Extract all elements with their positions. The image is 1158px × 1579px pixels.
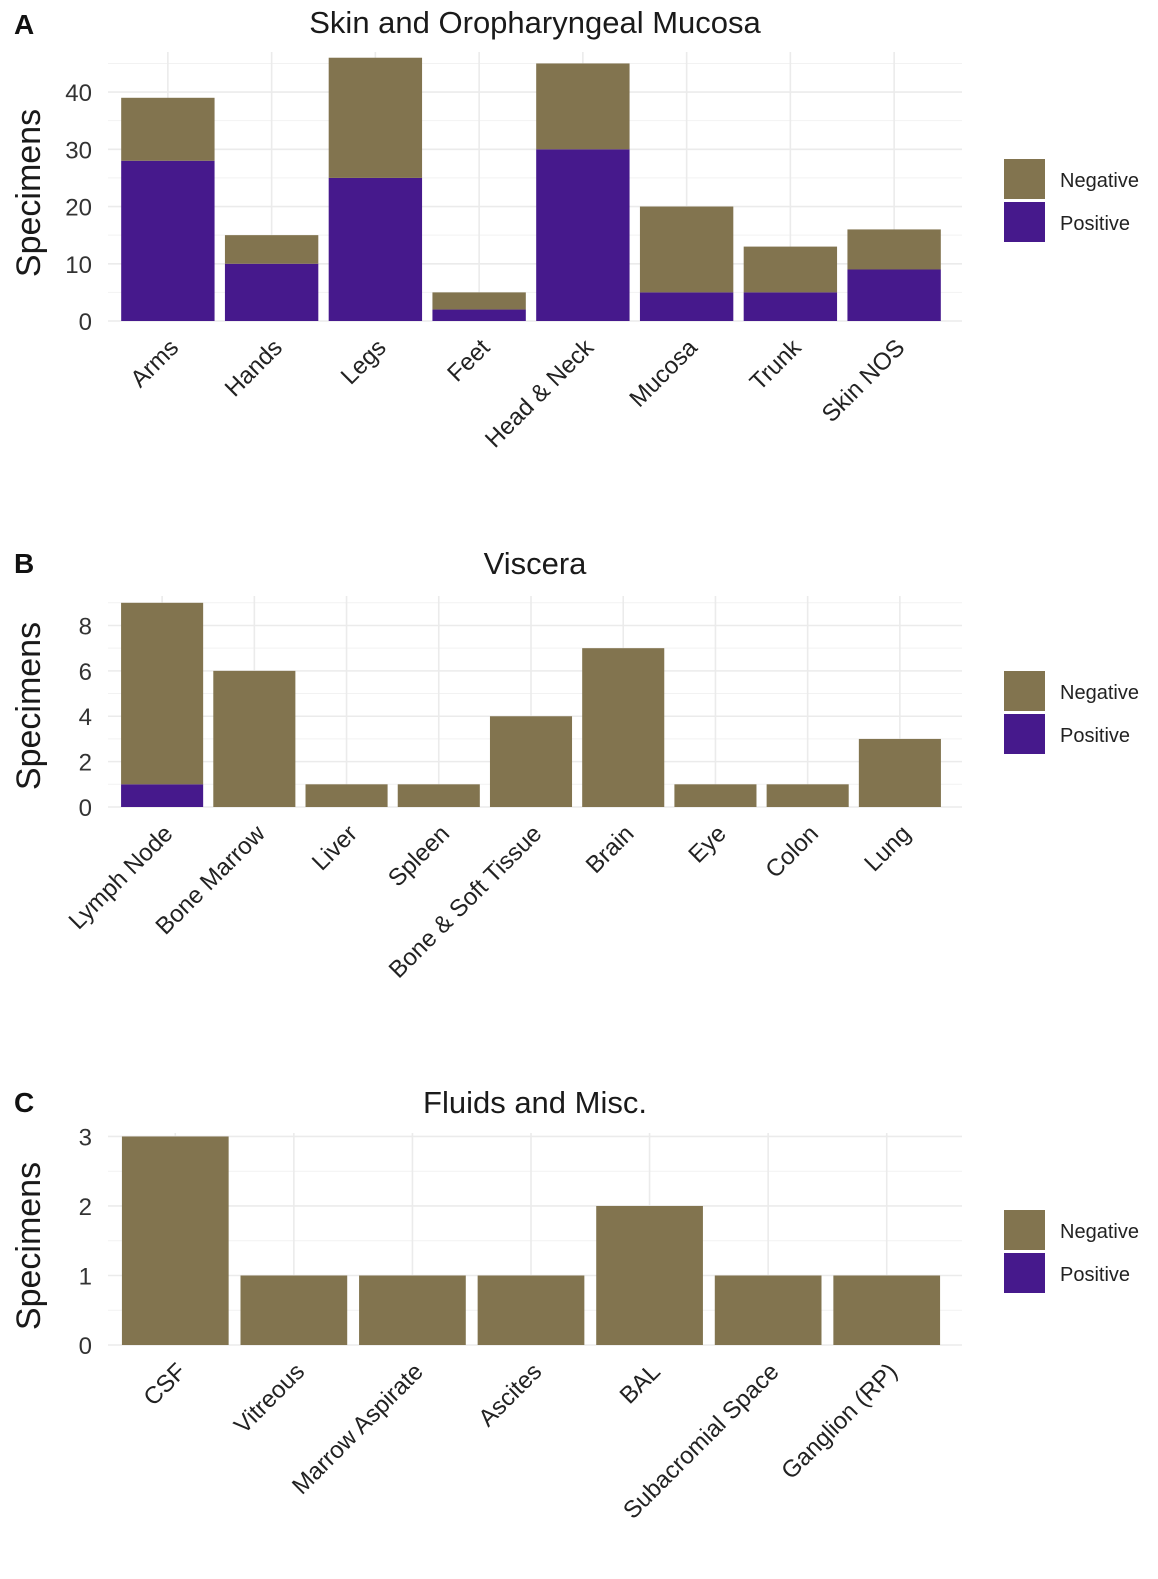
y-tick-label: 0 <box>79 795 92 822</box>
x-tick-label: Legs <box>336 334 392 390</box>
x-tick-label: Mucosa <box>624 334 703 413</box>
bar-positive-hands <box>224 263 319 321</box>
bar-negative-lung <box>858 738 941 807</box>
y-axis-label: Specimens <box>10 109 48 277</box>
legend: Negative Positive <box>1004 1210 1139 1293</box>
x-tick-label: Brain <box>581 820 640 879</box>
y-axis-label: Specimens <box>10 622 48 790</box>
bar-positive-mucosa <box>639 292 734 321</box>
bar-positive-head-neck <box>536 149 630 321</box>
bar-positive-feet <box>432 309 526 321</box>
panel-letter: C <box>14 1087 34 1118</box>
x-tick-label: Head & Neck <box>480 333 600 453</box>
legend-label-negative: Negative <box>1060 682 1139 704</box>
panel-letter: A <box>14 9 34 40</box>
legend: Negative Positive <box>1004 159 1139 242</box>
x-tick-label: Lung <box>859 820 916 877</box>
y-tick-label: 10 <box>65 252 92 279</box>
legend-label-positive: Positive <box>1060 213 1130 235</box>
bar-positive-arms <box>121 160 215 321</box>
legend: Negative Positive <box>1004 671 1139 754</box>
y-axis-label: Specimens <box>10 1162 48 1330</box>
bar-positive-legs <box>328 177 423 321</box>
x-tick-label: Spleen <box>383 820 455 892</box>
chart-title: Viscera <box>484 546 588 581</box>
bar-negative-hands <box>224 235 319 264</box>
panel-letter: B <box>14 548 34 579</box>
x-tick-label: Trunk <box>745 333 808 396</box>
bar-negative-feet <box>432 292 526 310</box>
x-tick-label: Feet <box>442 334 495 387</box>
legend-swatch-negative <box>1004 159 1045 199</box>
x-tick-label: Bone & Soft Tissue <box>384 820 547 983</box>
bar-negative-vitreous <box>240 1275 348 1345</box>
bar-negative-eye <box>674 784 757 807</box>
x-tick-label: Colon <box>760 820 823 883</box>
bar-negative-subacromial-space <box>714 1275 822 1345</box>
bar-negative-brain <box>582 648 665 807</box>
x-tick-label: CSF <box>138 1358 191 1411</box>
bar-negative-bone-marrow <box>213 670 296 807</box>
legend-label-positive: Positive <box>1060 725 1130 747</box>
y-tick-label: 20 <box>65 195 92 222</box>
legend-swatch-negative <box>1004 1210 1045 1250</box>
bar-negative-ascites <box>477 1275 585 1345</box>
y-tick-label: 30 <box>65 137 92 164</box>
bar-negative-liver <box>305 784 388 807</box>
x-tick-label: Marrow Aspirate <box>287 1358 429 1500</box>
legend-swatch-positive <box>1004 202 1045 242</box>
bar-positive-skin-nos <box>847 269 941 321</box>
x-tick-label: Liver <box>307 820 363 876</box>
bar-negative-spleen <box>397 784 480 807</box>
legend-label-negative: Negative <box>1060 170 1139 192</box>
chart-title: Skin and Oropharyngeal Mucosa <box>309 5 761 40</box>
legend-swatch-positive <box>1004 714 1045 754</box>
x-tick-label: Eye <box>683 820 731 868</box>
x-tick-label: Vitreous <box>229 1358 310 1439</box>
bar-positive-trunk <box>743 292 838 321</box>
bar-negative-bal <box>596 1205 703 1345</box>
y-tick-label: 0 <box>79 309 92 336</box>
legend-label-positive: Positive <box>1060 1264 1130 1286</box>
bar-negative-head-neck <box>536 63 630 150</box>
bar-negative-marrow-aspirate <box>359 1275 466 1345</box>
y-tick-label: 2 <box>79 1194 92 1221</box>
x-tick-label: Ascites <box>473 1358 547 1432</box>
x-tick-label: Arms <box>125 334 184 393</box>
x-tick-label: BAL <box>615 1358 666 1409</box>
bar-negative-ganglion-rp- <box>833 1275 941 1345</box>
x-tick-label: Hands <box>220 334 288 402</box>
x-tick-label: Ganglion (RP) <box>776 1358 903 1485</box>
y-tick-label: 1 <box>79 1263 92 1290</box>
legend-swatch-negative <box>1004 671 1045 711</box>
bar-negative-trunk <box>743 246 838 293</box>
x-tick-label: Skin NOS <box>817 334 911 428</box>
bar-negative-arms <box>121 97 215 161</box>
bar-negative-skin-nos <box>847 229 941 270</box>
y-tick-label: 4 <box>79 704 92 731</box>
y-tick-label: 6 <box>79 659 92 686</box>
y-tick-label: 40 <box>65 80 92 107</box>
bar-negative-csf <box>121 1136 229 1345</box>
bar-negative-legs <box>328 57 423 178</box>
y-tick-label: 0 <box>79 1333 92 1360</box>
bar-negative-colon <box>766 784 849 807</box>
bar-negative-lymph-node <box>121 602 204 785</box>
bar-negative-mucosa <box>639 206 734 293</box>
y-tick-label: 8 <box>79 613 92 640</box>
legend-swatch-positive <box>1004 1253 1045 1293</box>
chart-title: Fluids and Misc. <box>423 1085 647 1120</box>
bar-negative-bone-soft-tissue <box>489 716 573 807</box>
y-tick-label: 2 <box>79 750 92 777</box>
y-tick-label: 3 <box>79 1124 92 1151</box>
bar-positive-lymph-node <box>121 784 204 807</box>
legend-label-negative: Negative <box>1060 1221 1139 1243</box>
